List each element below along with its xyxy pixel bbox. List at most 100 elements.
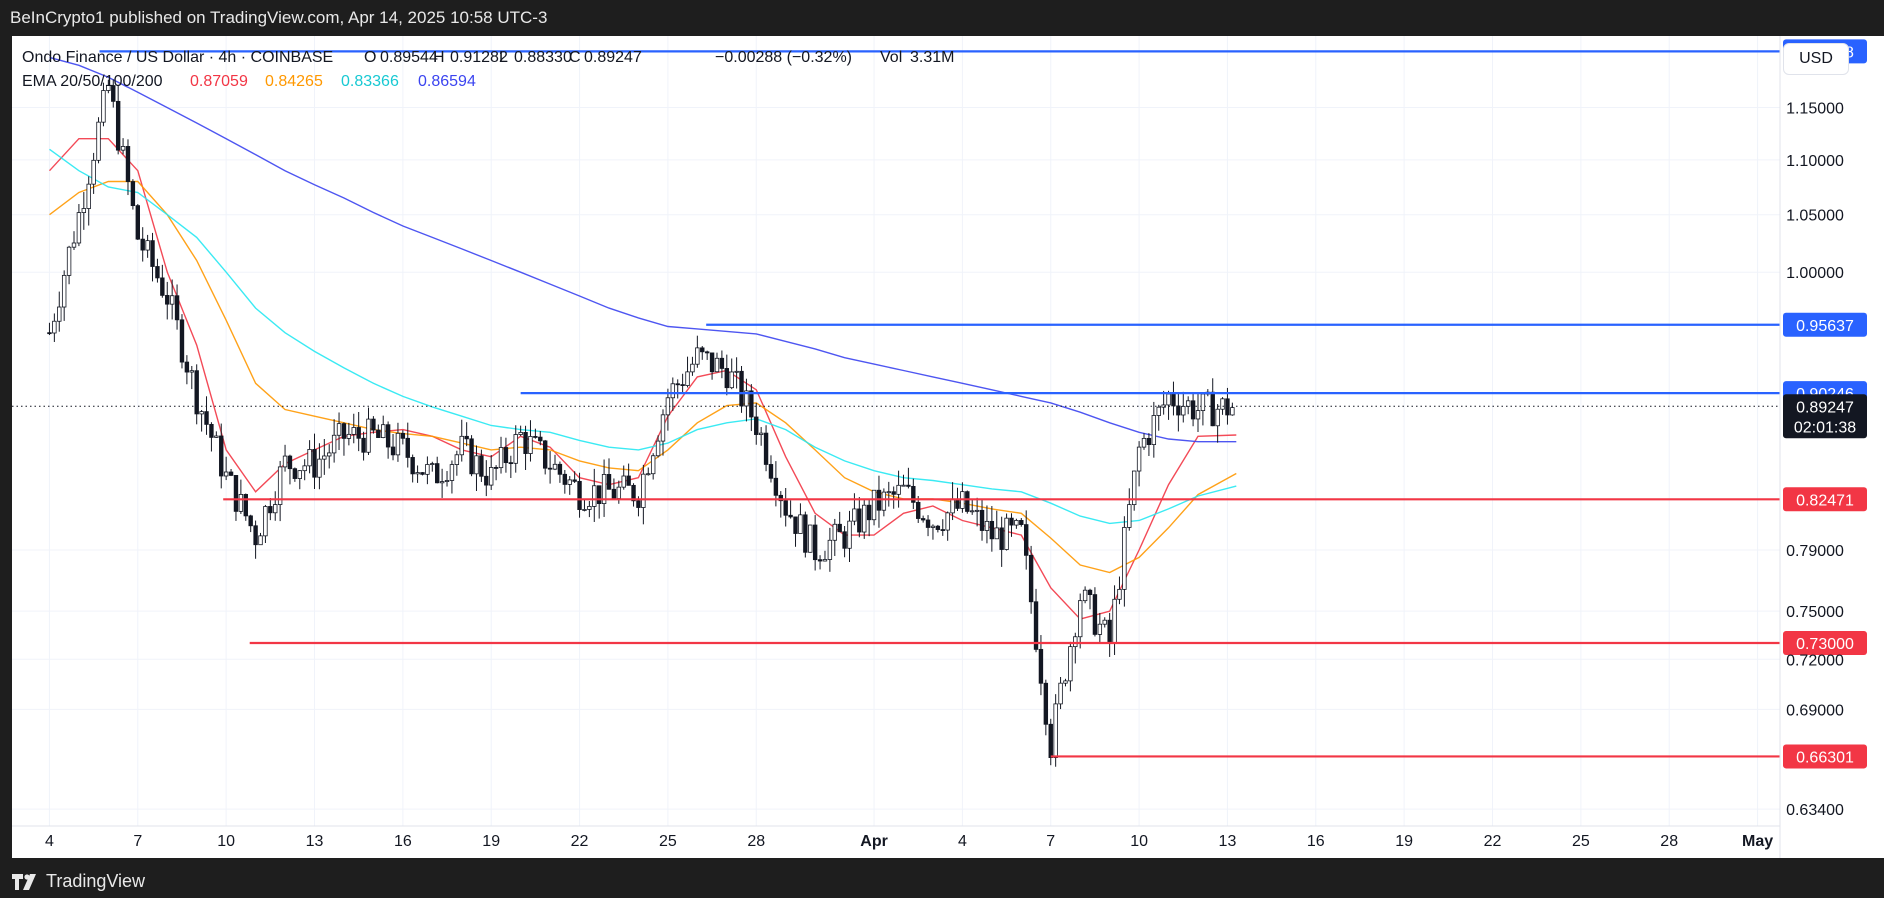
candle-body — [616, 486, 622, 499]
candle-body — [106, 85, 111, 91]
candle-body — [1092, 594, 1098, 635]
candle-body — [52, 320, 57, 334]
candle-body — [425, 464, 430, 475]
candle-body — [906, 484, 911, 487]
candle-body — [488, 467, 494, 486]
candle-body — [194, 370, 199, 415]
candle-body — [704, 351, 710, 354]
legend-symbol: Ondo Finance / US Dollar · 4h · COINBASE — [22, 49, 333, 66]
candle-body — [690, 363, 695, 373]
tradingview-logo[interactable]: TradingView — [12, 871, 145, 892]
candle-body — [277, 466, 283, 505]
candle-body — [160, 277, 165, 296]
candle-body — [1087, 589, 1093, 595]
candle-body — [1190, 400, 1196, 420]
candle-body — [930, 525, 936, 528]
candle-body — [336, 423, 342, 436]
candle-body — [974, 509, 980, 512]
y-tick-label: 1.10000 — [1786, 153, 1844, 170]
candle-body — [1043, 682, 1049, 725]
level-price-label: 0.82471 — [1796, 492, 1854, 509]
candle-body — [1053, 703, 1058, 758]
candle-body — [302, 465, 307, 472]
candle-body — [611, 488, 617, 499]
grid-layer — [12, 36, 1780, 826]
candle-body — [935, 525, 941, 530]
candle-body — [405, 437, 410, 458]
x-tick-label: 22 — [1484, 833, 1502, 850]
candle-body — [670, 383, 676, 399]
candle-body — [155, 266, 160, 279]
candle-body — [263, 506, 268, 537]
candle-body — [827, 539, 833, 560]
candle-body — [881, 491, 887, 511]
candle-body — [1028, 554, 1034, 603]
candle-body — [891, 491, 896, 495]
candle-body — [493, 467, 499, 469]
publisher-bar: BeInCrypto1 published on TradingView.com… — [0, 0, 1884, 36]
legend-ohlc-item: H — [433, 49, 445, 66]
x-tick-label: 10 — [217, 833, 235, 850]
brand-text: TradingView — [46, 871, 146, 891]
candle-body — [1127, 504, 1132, 528]
candle-body — [655, 440, 661, 457]
candle-body — [783, 500, 788, 516]
candle-body — [130, 181, 136, 207]
candle-body — [366, 418, 371, 453]
candle-body — [1063, 680, 1068, 684]
candle-body — [631, 484, 636, 502]
legend-ema20-value: 0.87059 — [190, 73, 248, 90]
candle-body — [238, 494, 244, 512]
candle-body — [719, 357, 725, 369]
candle-body — [739, 370, 744, 407]
candle-body — [273, 504, 278, 514]
candle-body — [1004, 517, 1009, 550]
candle-body — [1014, 520, 1019, 526]
candle-body — [449, 464, 455, 481]
candle-body — [111, 85, 116, 102]
candle-body — [803, 514, 808, 553]
candle-body — [1082, 589, 1088, 602]
candle-body — [582, 509, 587, 511]
candle-body — [66, 246, 72, 276]
candle-body — [798, 514, 803, 534]
candle-body — [1048, 723, 1053, 758]
candle-body — [61, 274, 67, 308]
candle-body — [984, 520, 990, 531]
candle-body — [361, 437, 366, 453]
y-tick-label: 0.79000 — [1786, 543, 1844, 560]
candle-body — [199, 411, 204, 415]
candle-body — [970, 510, 975, 513]
candle-body — [268, 506, 273, 514]
currency-button[interactable]: USD — [1783, 43, 1849, 75]
ema-line-ema20 — [48, 137, 1237, 620]
candle-body — [435, 463, 440, 484]
legend-ohlc-item: 3.31M — [910, 49, 954, 66]
candle-body — [714, 357, 720, 373]
candle-body — [626, 475, 631, 486]
candle-body — [91, 159, 96, 185]
candle-body — [871, 489, 877, 521]
tradingview-logo-icon — [12, 873, 36, 890]
candle-body — [233, 475, 239, 512]
candle-body — [1078, 600, 1083, 638]
candle-body — [454, 454, 460, 465]
x-tick-label: 13 — [306, 833, 324, 850]
candle-body — [1220, 398, 1225, 410]
candle-body — [562, 473, 568, 485]
legend-ema50-value: 0.84265 — [265, 73, 323, 90]
candle-body — [179, 319, 185, 363]
x-tick-label: 16 — [1307, 833, 1325, 850]
candle-body — [287, 455, 293, 470]
x-tick-label: 10 — [1130, 833, 1148, 850]
candle-body — [169, 295, 175, 305]
candle-body — [307, 449, 312, 467]
candle-body — [356, 427, 361, 439]
candle-body — [174, 295, 180, 321]
candle-body — [523, 432, 528, 454]
candle-body — [1200, 393, 1206, 411]
candle-body — [636, 500, 641, 508]
legend-ohlc-item: O — [364, 49, 376, 66]
y-tick-label: 0.72000 — [1786, 652, 1844, 669]
